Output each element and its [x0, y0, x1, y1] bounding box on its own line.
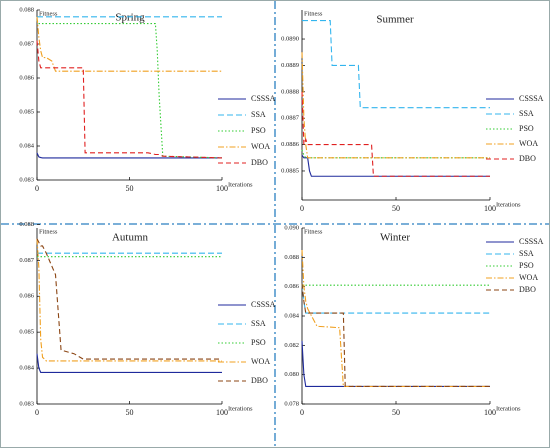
x-axis-label: Iterations	[496, 201, 521, 208]
chart-title: Spring	[115, 12, 145, 24]
x-tick-label: 100	[216, 184, 228, 193]
x-tick-label: 100	[484, 204, 496, 213]
y-tick-label: 0.084	[19, 365, 34, 372]
y-tick-label: 0.086	[19, 293, 34, 300]
x-axis-label: Iterations	[496, 405, 521, 412]
y-axis-label: Fitness	[304, 10, 323, 17]
x-tick-label: 100	[484, 408, 496, 417]
x-tick-label: 50	[126, 184, 134, 193]
y-tick-label: 0.080	[284, 371, 299, 378]
y-tick-label: 0.088	[284, 254, 299, 261]
y-tick-label: 0.078	[284, 400, 299, 407]
series-line	[36, 238, 222, 362]
series-line	[36, 152, 222, 159]
y-tick-label: 0.0885	[281, 167, 299, 174]
legend-label: WOA	[519, 273, 538, 282]
y-tick-label: 0.088	[19, 221, 34, 228]
legend-label: SSA	[519, 109, 534, 118]
legend-label: DBO	[251, 158, 268, 167]
x-axis-label: Iterations	[228, 181, 253, 188]
y-axis-label: Fitness	[39, 10, 58, 17]
y-axis-label: Fitness	[304, 228, 323, 235]
legend-label: CSSSA	[251, 94, 276, 103]
chart-title: Summer	[376, 14, 414, 26]
y-tick-label: 0.0886	[281, 141, 300, 148]
x-tick-label: 50	[392, 204, 400, 213]
y-tick-label: 0.084	[19, 142, 34, 149]
y-tick-label: 0.082	[284, 342, 299, 349]
y-tick-label: 0.088	[19, 6, 34, 13]
legend-label: WOA	[251, 357, 270, 366]
x-tick-label: 100	[216, 408, 228, 417]
legend-label: CSSSA	[519, 94, 544, 103]
legend-label: PSO	[251, 338, 266, 347]
series-line	[302, 20, 490, 109]
legend-label: PSO	[519, 124, 534, 133]
series-line	[301, 283, 490, 387]
y-tick-label: 0.084	[284, 312, 299, 319]
y-tick-label: 0.087	[19, 257, 34, 264]
x-tick-label: 0	[300, 408, 304, 417]
series-line	[36, 40, 223, 159]
x-tick-label: 0	[35, 408, 39, 417]
x-tick-label: 50	[392, 408, 400, 417]
series-line	[36, 353, 222, 373]
y-tick-label: 0.083	[19, 400, 34, 407]
y-tick-label: 0.0889	[281, 62, 299, 69]
legend-label: DBO	[519, 154, 536, 163]
x-axis-label: Iterations	[228, 405, 253, 412]
y-tick-label: 0.085	[19, 329, 34, 336]
series-line	[301, 154, 490, 177]
legend-label: CSSSA	[251, 300, 276, 309]
y-tick-label: 0.085	[19, 108, 34, 115]
y-tick-label: 0.0888	[281, 88, 299, 95]
legend-label: DBO	[251, 376, 268, 385]
legend-label: DBO	[519, 285, 536, 294]
legend-label: PSO	[251, 126, 266, 135]
legend-label: SSA	[251, 110, 266, 119]
series-line	[301, 149, 490, 159]
y-tick-label: 0.087	[19, 40, 34, 47]
legend-label: SSA	[519, 249, 534, 258]
series-line	[36, 19, 223, 159]
legend-label: WOA	[519, 139, 538, 148]
y-tick-label: 0.086	[284, 283, 299, 290]
legend-label: WOA	[251, 142, 270, 151]
y-tick-label: 0.086	[19, 74, 34, 81]
series-line	[301, 249, 490, 387]
series-line	[301, 283, 490, 314]
legend-label: SSA	[251, 319, 266, 328]
y-tick-label: 0.083	[19, 176, 34, 183]
legend-label: CSSSA	[519, 237, 544, 246]
chart-title: Autumn	[112, 232, 149, 244]
chart-title: Winter	[380, 232, 410, 244]
x-tick-label: 50	[126, 408, 134, 417]
y-tick-label: 0.0890	[281, 36, 299, 43]
series-line	[301, 91, 490, 177]
y-tick-label: 0.090	[284, 224, 299, 231]
x-tick-label: 0	[300, 204, 304, 213]
y-axis-label: Fitness	[39, 228, 58, 235]
legend-label: PSO	[519, 261, 534, 270]
series-line	[36, 16, 222, 72]
y-tick-label: 0.0887	[281, 115, 300, 122]
x-tick-label: 0	[35, 184, 39, 193]
series-line	[301, 340, 490, 387]
series-line	[301, 52, 490, 159]
